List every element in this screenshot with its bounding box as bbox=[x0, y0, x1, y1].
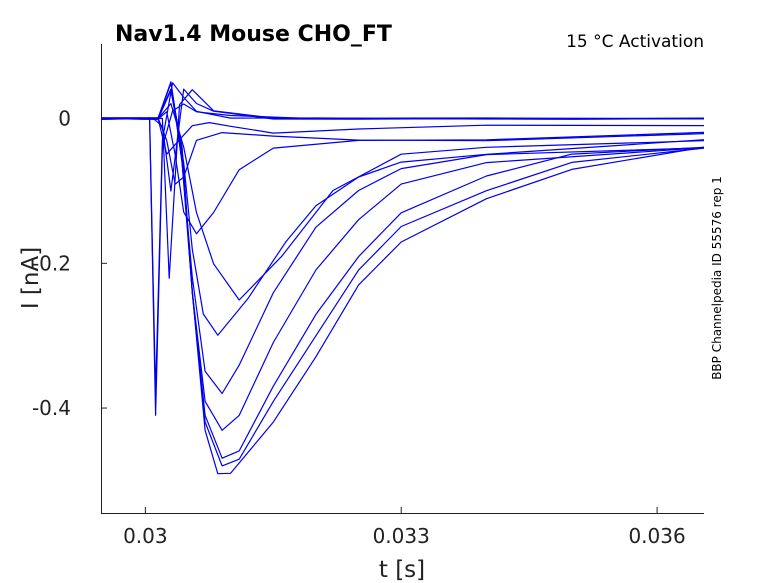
y-tick-label: -0.4 bbox=[32, 396, 71, 420]
current-trace bbox=[100, 111, 705, 235]
current-trace bbox=[100, 81, 705, 431]
y-axis-label: I [nA] bbox=[18, 247, 44, 309]
current-trace bbox=[100, 88, 705, 475]
y-tick-label: 0 bbox=[58, 107, 71, 131]
y-tick-label: -0.2 bbox=[32, 251, 71, 275]
chart-title: Nav1.4 Mouse CHO_FT bbox=[115, 22, 392, 47]
current-trace bbox=[100, 102, 705, 301]
traces bbox=[100, 81, 705, 475]
x-tick-label: 0.03 bbox=[123, 524, 168, 548]
x-tick-label: 0.036 bbox=[628, 524, 685, 548]
x-axis-label: t [s] bbox=[379, 557, 425, 583]
axes bbox=[101, 44, 704, 514]
ticks: 0.03 0.033 0.036 0 -0.2 -0.4 bbox=[32, 107, 686, 548]
current-trace bbox=[100, 117, 705, 155]
chart-subtitle: 15 °C Activation bbox=[566, 32, 704, 52]
x-tick-label: 0.033 bbox=[373, 524, 430, 548]
channelpedia-id-note: BBP Channelpedia ID 55576 rep 1 bbox=[710, 176, 724, 380]
